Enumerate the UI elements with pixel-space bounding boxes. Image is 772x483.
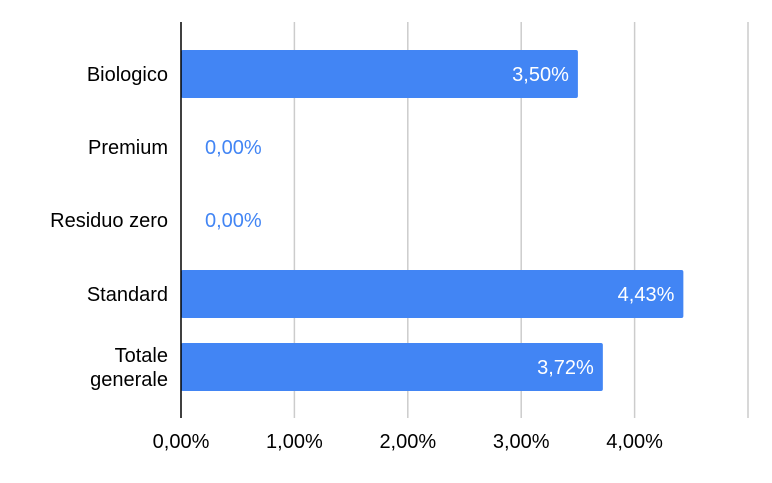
data-label: 4,43% <box>618 284 675 306</box>
x-tick-label: 3,00% <box>493 431 550 453</box>
data-label: 3,72% <box>537 357 594 379</box>
data-label: 3,50% <box>512 64 569 86</box>
bar <box>181 343 603 391</box>
category-label: Biologico <box>87 64 168 86</box>
category-label: Standard <box>87 284 168 306</box>
labels: Biologico Premium Residuo zero Standard Tota… <box>50 64 674 453</box>
data-label: 0,00% <box>205 137 262 159</box>
x-tick-label: 2,00% <box>379 431 436 453</box>
x-tick-label: 0,00% <box>153 431 210 453</box>
data-label: 0,00% <box>205 210 262 232</box>
category-label: Premium <box>88 137 168 159</box>
x-tick-label: 1,00% <box>266 431 323 453</box>
category-label: Residuo zero <box>50 210 168 232</box>
category-label: Totale generale <box>90 345 168 391</box>
x-tick-label: 4,00% <box>606 431 663 453</box>
bar <box>181 50 578 98</box>
bar <box>181 270 684 318</box>
bars <box>181 50 684 391</box>
